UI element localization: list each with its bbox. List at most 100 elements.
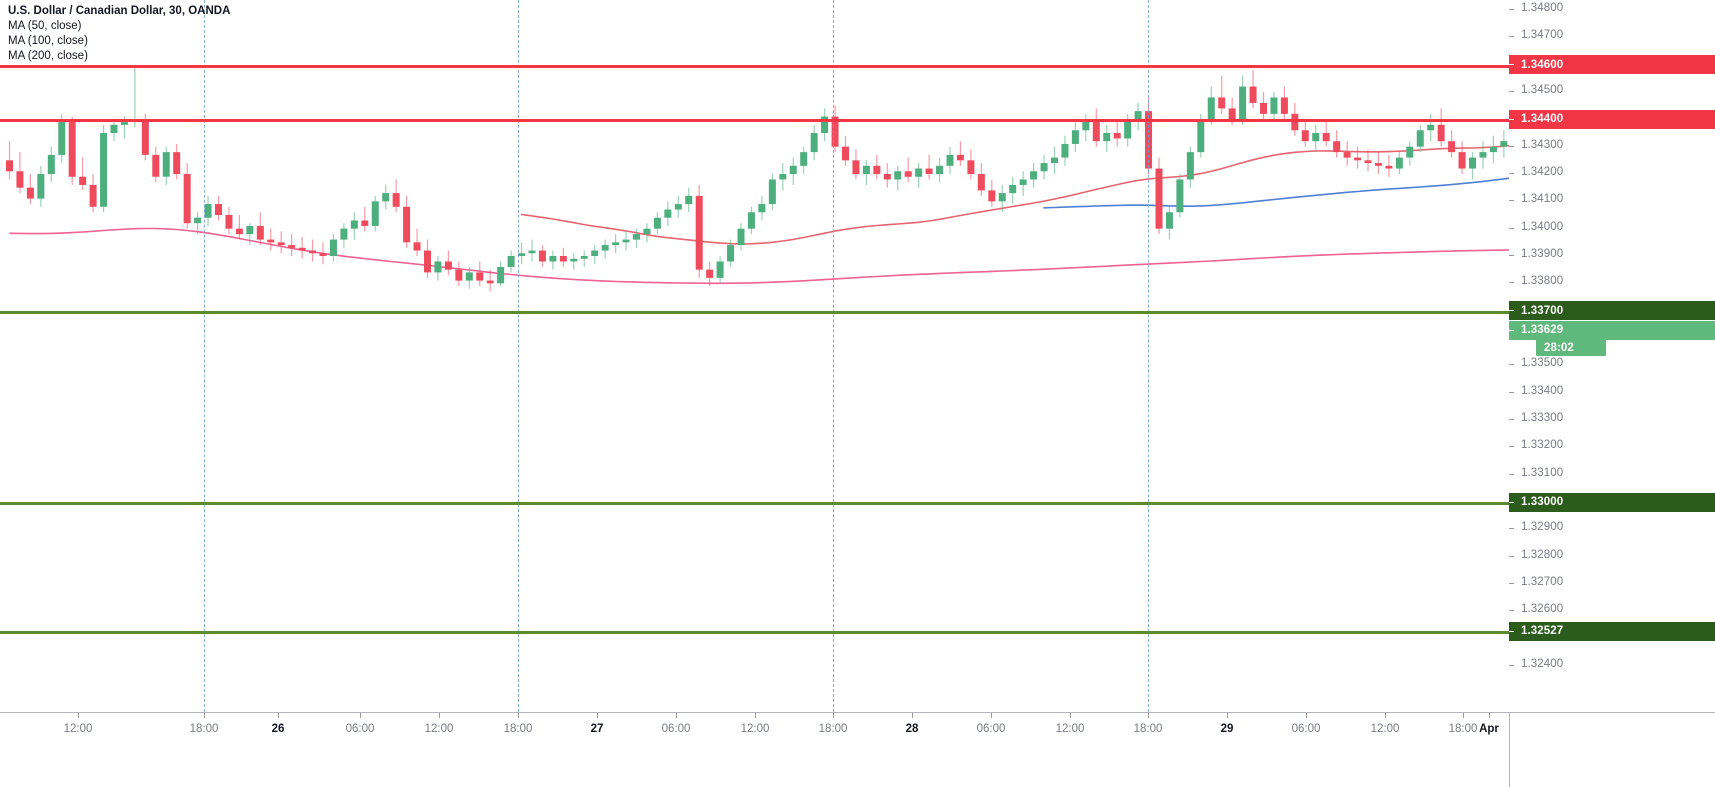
candle-body [779, 174, 787, 180]
candle-body [1239, 86, 1247, 120]
time-tick-label: 26 [271, 723, 285, 735]
time-tick-label: 12:00 [740, 723, 770, 735]
candle-body [518, 253, 526, 256]
time-tick-label: 18:00 [1133, 723, 1163, 735]
candle-body [89, 184, 97, 207]
time-tick-label: 28 [905, 723, 919, 735]
candle-body [6, 160, 13, 172]
level-line[interactable] [0, 64, 1509, 68]
price-tick-label: 1.33300 [1521, 412, 1564, 424]
candle-body [936, 165, 944, 174]
candle-body [120, 122, 128, 125]
price-badge[interactable]: 1.34400 [1509, 109, 1715, 129]
candle-body [476, 272, 484, 281]
candle-body [1343, 152, 1351, 158]
time-tick-label: 18:00 [189, 723, 219, 735]
candle-body [1333, 141, 1341, 153]
time-tick-label: 27 [590, 723, 604, 735]
candle-body [1228, 108, 1236, 120]
candle-body [528, 250, 536, 254]
time-tick-dash [1489, 713, 1490, 718]
price-tick-label: 1.34700 [1521, 29, 1564, 42]
candle-body [1395, 157, 1403, 169]
candle-body [47, 154, 55, 174]
candle-body [1364, 160, 1372, 164]
level-line[interactable] [0, 502, 1509, 505]
price-tick-label: 1.32400 [1521, 658, 1564, 670]
tick-dash [1509, 610, 1514, 612]
time-tick-dash [518, 713, 519, 718]
time-axis[interactable]: 12:00 18:00 26 06:00 12:00 18:00 27 06:00 12:00 1… [0, 712, 1715, 787]
candle-body [862, 165, 870, 174]
candle-body [340, 228, 348, 240]
candle-body [1030, 171, 1038, 180]
price-tick-label: 1.34000 [1521, 220, 1564, 233]
candle-body [747, 212, 755, 229]
level-line[interactable] [0, 310, 1509, 314]
candle-body [1448, 141, 1456, 153]
price-badge-label: 1.33629 [1521, 324, 1564, 337]
candle-body [152, 154, 160, 177]
candle-body [58, 122, 66, 155]
tick-dash [1509, 36, 1514, 38]
candle-body [424, 250, 431, 273]
candle-body [664, 209, 672, 218]
time-tick-dash [1070, 713, 1071, 718]
candle-body [1040, 163, 1048, 172]
tick-dash [1509, 255, 1514, 256]
price-badge[interactable]: 1.33700 [1509, 301, 1715, 321]
candle-body [486, 280, 494, 284]
countdown-label: 28:02 [1544, 341, 1574, 354]
candle-body [1082, 122, 1090, 131]
price-axis[interactable]: 1.34800 1.34700 1.34600 1.34500 1.34400 1.343… [1509, 0, 1715, 713]
time-tick-label: 18:00 [503, 723, 533, 735]
price-badge[interactable]: 1.34600 [1509, 55, 1715, 75]
candle-body [653, 217, 661, 229]
candle-body [507, 256, 515, 267]
candle-body [622, 239, 630, 243]
level-line[interactable] [0, 631, 1509, 635]
price-tick-label: 1.33400 [1521, 384, 1564, 397]
candle-body [852, 160, 860, 174]
candle-body [727, 245, 735, 262]
candle-body [382, 193, 390, 202]
tick-dash [1509, 419, 1514, 420]
candle-body [685, 195, 693, 205]
price-badge[interactable]: 1.33629 [1509, 320, 1715, 340]
candle-body [1218, 97, 1226, 109]
time-tick-dash [1148, 713, 1149, 718]
price-tick-label: 1.32900 [1521, 521, 1564, 534]
tick-dash [1509, 200, 1514, 202]
candle-body [1416, 130, 1424, 147]
ma100-line [1043, 177, 1509, 209]
chart-plot-area[interactable]: U.S. Dollar / Canadian Dollar, 30, OANDA… [0, 0, 1510, 713]
candle-body [1124, 119, 1132, 139]
candle-body [1113, 133, 1121, 139]
candle-body [800, 152, 808, 166]
candle-body [977, 174, 985, 191]
price-badge[interactable]: 1.33000 [1509, 492, 1715, 512]
candle-body [1249, 86, 1257, 103]
candle-body [403, 206, 411, 243]
candle-body [329, 239, 337, 256]
candle-body [821, 116, 829, 133]
candle-body [465, 272, 473, 281]
day-separator [204, 0, 205, 712]
candlestick-canvas [6, 64, 1509, 292]
tick-dash [1509, 446, 1514, 448]
candle-body [559, 256, 567, 262]
time-tick-dash [1227, 713, 1228, 718]
candle-body [413, 242, 421, 251]
candle-body [173, 152, 181, 174]
price-badge[interactable]: 1.32527 [1509, 621, 1715, 641]
candle-body [392, 193, 400, 207]
time-tick-dash [676, 713, 677, 718]
candle-body [1186, 152, 1194, 180]
price-tick-label: 1.33800 [1521, 275, 1564, 288]
level-line[interactable] [0, 119, 1509, 123]
time-tick-dash [278, 713, 279, 718]
candle-body [988, 190, 996, 202]
candle-body [434, 261, 442, 273]
candle-body [371, 201, 379, 226]
candle-body [204, 204, 212, 218]
